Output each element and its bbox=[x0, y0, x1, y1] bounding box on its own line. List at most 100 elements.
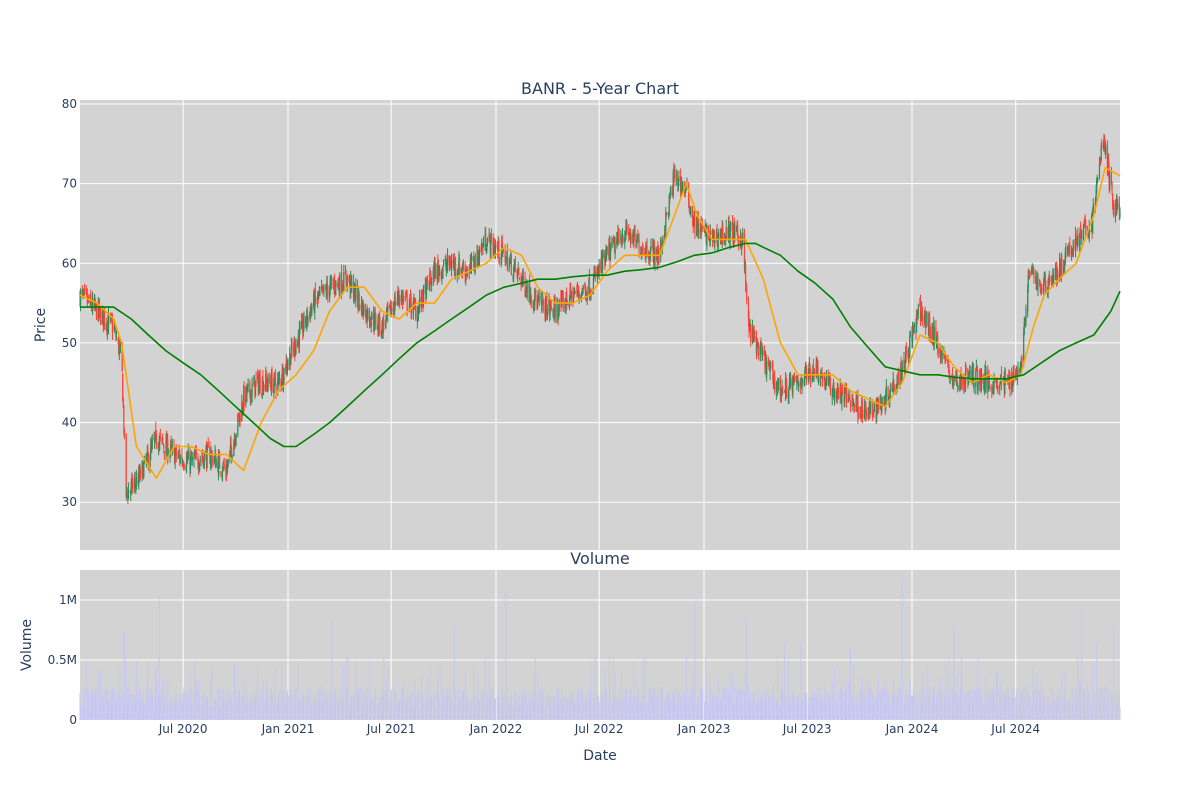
volume-bar bbox=[929, 686, 931, 720]
candle-body bbox=[1051, 280, 1053, 283]
candle-body bbox=[370, 320, 372, 328]
volume-bar bbox=[737, 691, 739, 720]
candle-body bbox=[1109, 174, 1111, 191]
candle-body bbox=[466, 272, 468, 274]
volume-bar bbox=[107, 699, 109, 720]
candle-body bbox=[521, 278, 523, 284]
candle-body bbox=[446, 255, 449, 266]
volume-bar bbox=[556, 691, 558, 720]
volume-bar bbox=[285, 702, 287, 720]
volume-bar bbox=[759, 697, 761, 720]
candle-body bbox=[195, 450, 197, 456]
volume-bar bbox=[247, 703, 249, 720]
candle-body bbox=[271, 373, 273, 392]
volume-bar bbox=[222, 689, 224, 720]
volume-bar bbox=[482, 699, 484, 720]
volume-bar bbox=[564, 695, 566, 720]
volume-bar bbox=[896, 695, 898, 720]
volume-bar bbox=[1098, 691, 1100, 720]
volume-bar bbox=[162, 695, 164, 720]
candle-body bbox=[622, 236, 624, 242]
volume-bar bbox=[365, 687, 367, 720]
candle-body bbox=[967, 369, 969, 381]
volume-bar bbox=[928, 699, 930, 720]
volume-bar bbox=[375, 686, 377, 720]
candle-body bbox=[578, 290, 580, 294]
volume-bar bbox=[450, 696, 452, 720]
volume-y-tick-label: 0.5M bbox=[48, 653, 77, 667]
candle-body bbox=[217, 456, 220, 475]
volume-bar bbox=[1108, 689, 1110, 720]
candle-body bbox=[682, 185, 684, 187]
volume-bar bbox=[273, 703, 275, 720]
candle-body bbox=[380, 332, 383, 334]
volume-bar bbox=[182, 701, 184, 720]
volume-bar bbox=[265, 706, 267, 720]
volume-bar bbox=[739, 690, 741, 720]
volume-bar bbox=[600, 705, 602, 720]
volume-bar bbox=[167, 707, 169, 720]
volume-bar bbox=[469, 706, 471, 720]
volume-bar bbox=[187, 701, 189, 720]
volume-bar bbox=[215, 698, 217, 720]
candle-body bbox=[417, 306, 420, 317]
candle-body bbox=[853, 403, 856, 408]
volume-bar bbox=[516, 698, 518, 720]
candle-body bbox=[861, 402, 864, 420]
volume-bar bbox=[468, 701, 470, 720]
candle-body bbox=[1119, 212, 1121, 217]
volume-bar bbox=[215, 697, 217, 720]
volume-bar bbox=[427, 701, 429, 720]
volume-bar bbox=[130, 702, 132, 720]
candle-body bbox=[1079, 227, 1081, 246]
volume-bar bbox=[701, 689, 703, 720]
candle-body bbox=[672, 172, 674, 196]
volume-bar bbox=[502, 696, 504, 720]
candle-body bbox=[1106, 146, 1109, 176]
volume-bar bbox=[205, 695, 207, 720]
volume-bar bbox=[672, 694, 674, 720]
volume-bar bbox=[661, 692, 663, 720]
volume-bar bbox=[569, 690, 571, 720]
volume-bar bbox=[217, 687, 219, 720]
candle-body bbox=[493, 243, 495, 253]
volume-bar bbox=[278, 693, 280, 720]
volume-bar bbox=[818, 688, 820, 720]
volume-bar bbox=[295, 688, 297, 720]
volume-bar bbox=[1023, 696, 1025, 720]
volume-bar-series bbox=[79, 578, 1121, 720]
volume-bar bbox=[720, 699, 722, 720]
candle-body bbox=[445, 265, 448, 270]
volume-bar bbox=[171, 707, 173, 720]
volume-bar bbox=[385, 693, 387, 720]
candle-body bbox=[872, 411, 874, 415]
volume-bar bbox=[568, 705, 570, 720]
candle-body bbox=[269, 377, 271, 382]
volume-bar bbox=[844, 691, 846, 720]
volume-bar bbox=[967, 690, 969, 720]
volume-bar bbox=[277, 695, 279, 720]
candle-body bbox=[485, 234, 487, 249]
candle-body bbox=[662, 237, 664, 247]
candle-body bbox=[786, 382, 788, 397]
candle-body bbox=[740, 234, 742, 248]
volume-bar bbox=[413, 690, 415, 720]
volume-bar bbox=[722, 687, 724, 720]
candle-body bbox=[737, 224, 739, 236]
candle-body bbox=[812, 363, 815, 377]
candle-body bbox=[199, 462, 201, 469]
volume-bar bbox=[163, 693, 165, 720]
volume-bar bbox=[884, 703, 886, 720]
candle-body bbox=[580, 293, 583, 296]
candle-body bbox=[883, 402, 885, 405]
candle-body bbox=[860, 409, 862, 412]
volume-bar bbox=[485, 707, 487, 720]
volume-bar bbox=[453, 678, 455, 720]
volume-bar bbox=[331, 619, 333, 720]
volume-bar bbox=[490, 686, 492, 720]
volume-bar bbox=[709, 688, 711, 720]
volume-bar bbox=[411, 690, 413, 720]
volume-bar bbox=[806, 693, 808, 720]
volume-bar bbox=[804, 696, 806, 720]
candle-body bbox=[123, 406, 125, 433]
